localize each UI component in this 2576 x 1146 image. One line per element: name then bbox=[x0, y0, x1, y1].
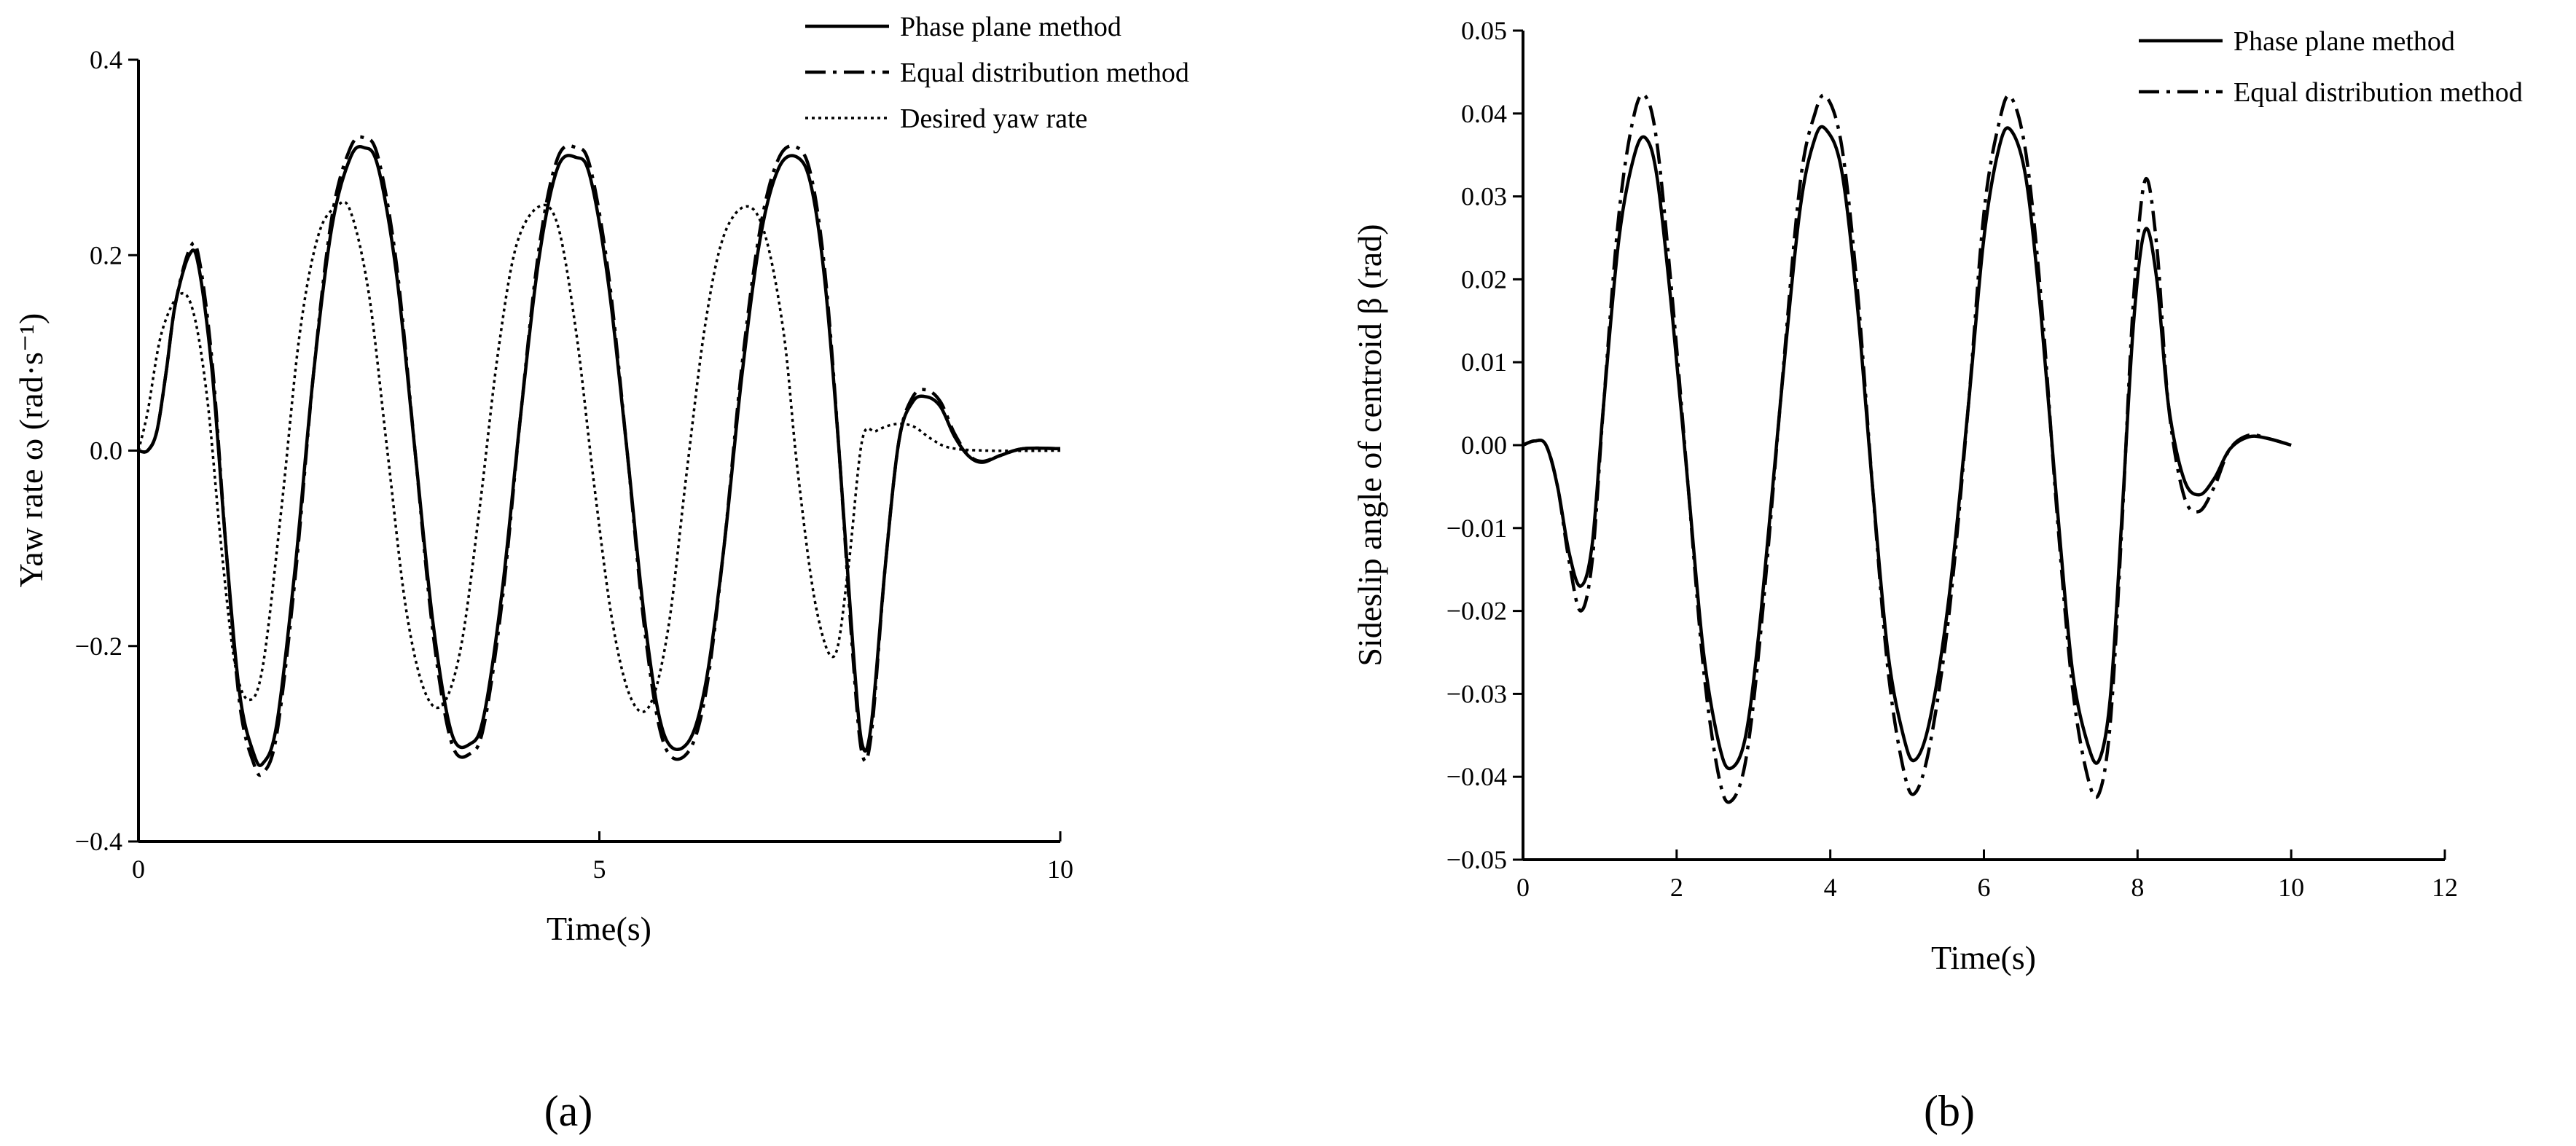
legend-label: Desired yaw rate bbox=[900, 103, 1087, 134]
y-tick-label: 0.05 bbox=[1461, 16, 1507, 45]
legend-label: Phase plane method bbox=[2234, 26, 2455, 57]
chart-yaw-rate: −0.4 −0.2 0.0 0.2 0.4 0 5 10 Time(s) Yaw rate … bbox=[12, 12, 1189, 1135]
x-tick-label: 0 bbox=[1516, 873, 1530, 902]
x-axis-label: Time(s) bbox=[547, 910, 651, 947]
y-axis-label: Sideslip angle of centroid β (rad) bbox=[1351, 224, 1388, 666]
y-tick-label: −0.01 bbox=[1446, 514, 1507, 543]
y-tick-label: 0.03 bbox=[1461, 182, 1507, 211]
legend: Phase plane method Equal distribution met… bbox=[805, 12, 1189, 134]
x-tick-label: 10 bbox=[1047, 855, 1073, 884]
x-tick-label: 2 bbox=[1670, 873, 1683, 902]
y-tick-label: −0.03 bbox=[1446, 679, 1507, 708]
y-tick-label: 0.00 bbox=[1461, 431, 1507, 460]
y-tick-label: −0.05 bbox=[1446, 845, 1507, 874]
legend-label: Phase plane method bbox=[900, 12, 1121, 42]
legend-label: Equal distribution method bbox=[2234, 77, 2523, 108]
panel-label-b: (b) bbox=[1924, 1087, 1975, 1135]
legend-label: Equal distribution method bbox=[900, 58, 1189, 88]
y-tick-label: −0.02 bbox=[1446, 597, 1507, 626]
series-line-equal-distribution-method bbox=[138, 135, 1061, 777]
series-line-equal-distribution-method bbox=[1523, 93, 2292, 804]
x-tick-label: 6 bbox=[1978, 873, 1991, 902]
series-line-desired-yaw-rate bbox=[138, 200, 1061, 713]
x-tick-label: 0 bbox=[132, 855, 145, 884]
panel-label-a: (a) bbox=[544, 1087, 593, 1135]
chart-sideslip-angle: −0.05 −0.04 −0.03 −0.02 −0.01 0.00 0.01 0.02 0.0… bbox=[1351, 16, 2523, 1135]
y-axis-label: Yaw rate ω (rad·s⁻¹) bbox=[12, 313, 50, 588]
series-line-phase-plane-method bbox=[138, 145, 1061, 767]
y-tick-label: 0.2 bbox=[90, 240, 122, 270]
y-tick-label: 0.02 bbox=[1461, 264, 1507, 294]
x-tick-label: 10 bbox=[2278, 873, 2304, 902]
y-tick-label: 0.4 bbox=[90, 45, 122, 74]
x-tick-label: 8 bbox=[2131, 873, 2144, 902]
x-tick-label: 5 bbox=[593, 855, 606, 884]
y-tick-label: 0.01 bbox=[1461, 348, 1507, 377]
y-tick-label: 0.0 bbox=[90, 436, 122, 466]
x-tick-label: 12 bbox=[2432, 873, 2458, 902]
y-tick-label: −0.04 bbox=[1446, 762, 1507, 791]
x-axis-label: Time(s) bbox=[1931, 939, 2036, 976]
x-tick-label: 4 bbox=[1824, 873, 1837, 902]
y-tick-label: −0.4 bbox=[75, 827, 122, 856]
y-tick-label: 0.04 bbox=[1461, 99, 1507, 128]
series-line-phase-plane-method bbox=[1523, 125, 2292, 771]
y-tick-label: −0.2 bbox=[75, 632, 122, 661]
legend: Phase plane method Equal distribution met… bbox=[2139, 26, 2523, 108]
